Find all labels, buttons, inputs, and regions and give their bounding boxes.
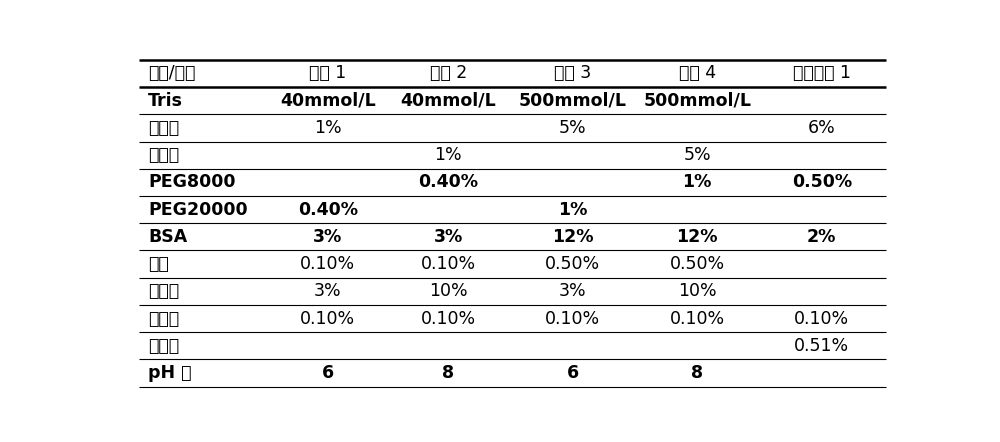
Text: 成分/试剂: 成分/试剂 xyxy=(148,65,196,83)
Text: Tris: Tris xyxy=(148,91,183,110)
Text: 明胶: 明胶 xyxy=(148,255,169,273)
Text: 0.10%: 0.10% xyxy=(545,309,600,328)
Text: pH 值: pH 值 xyxy=(148,364,192,382)
Text: 丙氨酸: 丙氨酸 xyxy=(148,146,179,164)
Text: 40mmol/L: 40mmol/L xyxy=(400,91,496,110)
Text: 0.10%: 0.10% xyxy=(300,309,355,328)
Text: 6%: 6% xyxy=(808,119,836,137)
Text: 500mmol/L: 500mmol/L xyxy=(643,91,751,110)
Text: 0.50%: 0.50% xyxy=(545,255,600,273)
Text: 8: 8 xyxy=(442,364,454,382)
Text: 10%: 10% xyxy=(429,282,468,300)
Text: 1%: 1% xyxy=(314,119,342,137)
Text: 5%: 5% xyxy=(559,119,587,137)
Text: 试剂 2: 试剂 2 xyxy=(430,65,467,83)
Text: 500mmol/L: 500mmol/L xyxy=(519,91,627,110)
Text: 12%: 12% xyxy=(676,228,718,246)
Text: 3%: 3% xyxy=(314,282,342,300)
Text: 1%: 1% xyxy=(434,146,462,164)
Text: BSA: BSA xyxy=(148,228,188,246)
Text: 对比试剂 1: 对比试剂 1 xyxy=(793,65,851,83)
Text: 试剂 3: 试剂 3 xyxy=(554,65,591,83)
Text: 6: 6 xyxy=(567,364,579,382)
Text: 0.40%: 0.40% xyxy=(418,173,478,191)
Text: 0.10%: 0.10% xyxy=(421,309,476,328)
Text: 试剂 4: 试剂 4 xyxy=(679,65,716,83)
Text: 10%: 10% xyxy=(678,282,717,300)
Text: 1%: 1% xyxy=(683,173,712,191)
Text: 0.10%: 0.10% xyxy=(300,255,355,273)
Text: 12%: 12% xyxy=(552,228,593,246)
Text: 0.50%: 0.50% xyxy=(792,173,852,191)
Text: 2%: 2% xyxy=(807,228,836,246)
Text: PEG8000: PEG8000 xyxy=(148,173,236,191)
Text: 试剂 1: 试剂 1 xyxy=(309,65,346,83)
Text: 0.10%: 0.10% xyxy=(421,255,476,273)
Text: 0.50%: 0.50% xyxy=(670,255,725,273)
Text: 0.40%: 0.40% xyxy=(298,201,358,219)
Text: PEG20000: PEG20000 xyxy=(148,201,248,219)
Text: 甘氨酸: 甘氨酸 xyxy=(148,119,179,137)
Text: 3%: 3% xyxy=(313,228,342,246)
Text: 6: 6 xyxy=(322,364,334,382)
Text: 40mmol/L: 40mmol/L xyxy=(280,91,376,110)
Text: 0.10%: 0.10% xyxy=(670,309,725,328)
Text: 氯化钠: 氯化钠 xyxy=(148,337,179,355)
Text: 0.10%: 0.10% xyxy=(794,309,849,328)
Text: 1%: 1% xyxy=(558,201,587,219)
Text: 3%: 3% xyxy=(559,282,587,300)
Text: 5%: 5% xyxy=(683,146,711,164)
Text: 0.51%: 0.51% xyxy=(794,337,849,355)
Text: 甘露醇: 甘露醇 xyxy=(148,282,179,300)
Text: 叠氮钠: 叠氮钠 xyxy=(148,309,179,328)
Text: 3%: 3% xyxy=(434,228,463,246)
Text: 8: 8 xyxy=(691,364,703,382)
